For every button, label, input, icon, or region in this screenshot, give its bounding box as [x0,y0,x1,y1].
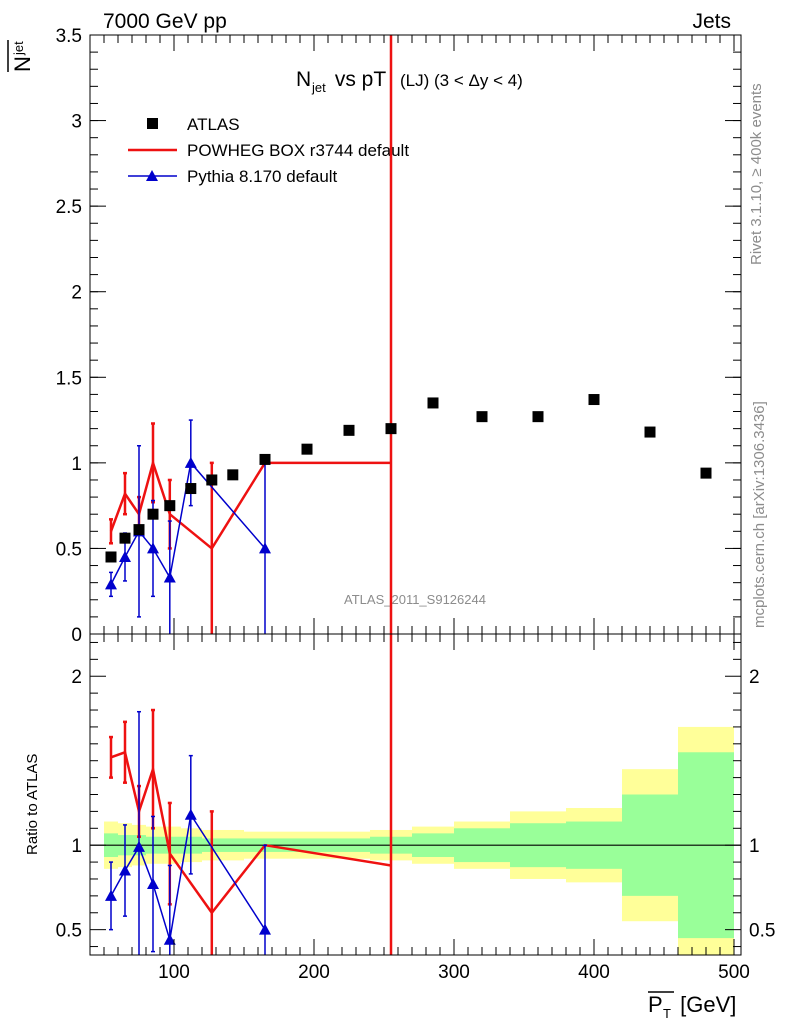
main-ytick-label: 3.5 [56,26,82,47]
atlas-point [476,411,488,423]
ratio-ytick-label: 0.5 [56,921,82,942]
svg-text:T: T [663,1006,671,1021]
atlas-point [259,453,271,465]
ratio-pythia-point [133,840,145,852]
xtick-label: 300 [438,962,470,983]
atlas-point [301,443,313,455]
ratio-pythia-point [119,864,131,876]
legend-atlas-label: ATLAS [187,115,240,134]
pythia-point [105,578,117,590]
side-rivet: Rivet 3.1.10, ≥ 400k events [748,83,765,265]
svg-text:N: N [296,68,311,91]
ratio-ytick-label-right: 1 [749,836,760,857]
main-ytick-label: 1.5 [56,368,82,389]
svg-text:N: N [10,56,35,72]
ratio-ylabel: Ratio to ATLAS [24,754,41,855]
atlas-point [119,532,131,544]
atlas-point [227,469,239,481]
atlas-point [105,551,117,563]
xtick-label: 200 [298,962,330,983]
legend-pythia-marker [146,170,158,181]
svg-text:jet: jet [11,41,26,56]
ratio-ytick-label-right: 2 [749,667,760,688]
header-energy: 7000 GeV pp [103,10,227,33]
main-ytick-label: 3 [71,112,82,133]
legend-atlas-marker [147,118,158,129]
atlas-point [164,500,176,512]
legend: ATLAS POWHEG BOX r3744 default Pythia 8.… [128,115,409,186]
xtick-label: 100 [158,962,190,983]
pythia-point [184,456,197,468]
atlas-point [206,474,218,486]
ratio-pythia-point [259,923,271,935]
side-mcplots: mcplots.cern.ch [arXiv:1306.3436] [751,401,768,628]
pythia-point [119,550,131,562]
legend-pythia-label: Pythia 8.170 default [187,167,338,186]
pythia-point [163,571,176,583]
watermark: ATLAS_2011_S9126244 [344,592,486,607]
xtick-label: 500 [718,962,750,983]
svg-text:(LJ) (3 < Δy < 4): (LJ) (3 < Δy < 4) [400,71,523,90]
pythia-point [259,542,271,554]
legend-powheg-label: POWHEG BOX r3744 default [187,141,409,160]
svg-text:[GeV]: [GeV] [674,992,736,1017]
atlas-point [700,467,712,479]
atlas-point [343,424,355,436]
ratio-ytick-label-right: 0.5 [749,921,775,942]
powheg-line [109,458,391,551]
ratio-powheg-line [110,750,392,915]
ratio-pythia-point [105,889,117,901]
atlas-point [185,483,197,495]
atlas-point [147,508,159,520]
atlas-point [133,524,145,536]
main-ytick-label: 0.5 [56,539,82,560]
pythia-point [147,542,159,554]
xtick-label: 400 [578,962,610,983]
main-ytick-label: 2.5 [56,197,82,218]
atlas-point [588,394,600,406]
svg-text:P: P [648,992,663,1017]
main-ylabel: N jet [7,40,35,72]
atlas-point [427,397,439,409]
main-ytick-label: 0 [71,625,82,646]
atlas-point [644,426,656,438]
pythia-line [110,461,266,585]
ratio-ytick-label: 2 [71,667,82,688]
header-category: Jets [692,10,731,33]
svg-text:vs pT: vs pT [329,68,386,91]
ratio-pythia-point [147,878,159,890]
main-ytick-label: 1 [71,454,82,475]
atlas-point [532,411,544,423]
ratio-pythia-point [163,933,176,945]
svg-text:jet: jet [311,80,326,95]
ratio-ytick-label: 1 [71,836,82,857]
ratio-pythia-point [184,808,197,820]
main-ytick-label: 2 [71,283,82,304]
x-axis-label: P T [GeV] [648,991,736,1021]
atlas-point [385,423,397,435]
plot-title: N jet vs pT (LJ) (3 < Δy < 4) [296,68,523,95]
